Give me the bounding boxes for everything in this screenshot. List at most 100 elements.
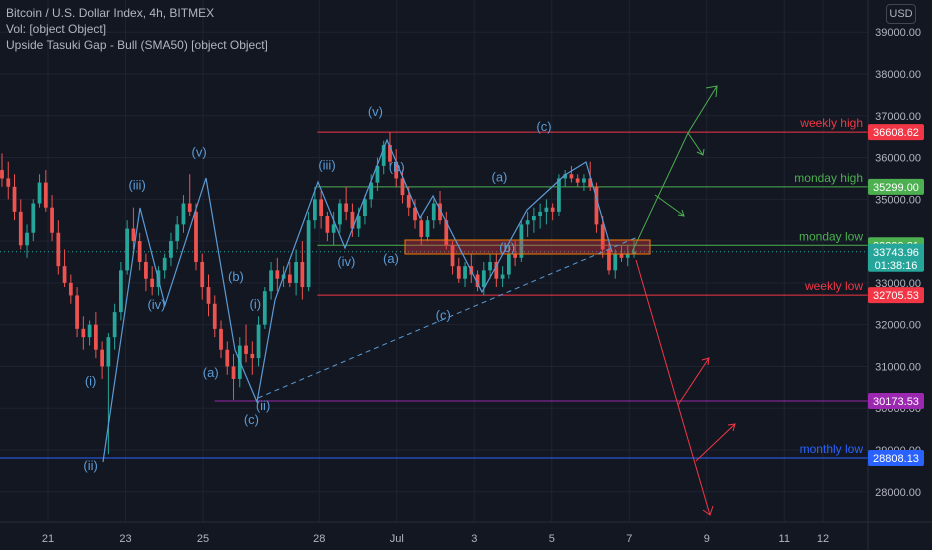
candle-body[interactable] [62, 266, 67, 283]
candle-body[interactable] [231, 366, 236, 379]
projection-down-head[interactable] [702, 505, 714, 516]
candle-body[interactable] [388, 145, 392, 162]
candle-body[interactable] [43, 182, 48, 208]
candle-body[interactable] [175, 224, 180, 242]
projection-bounce-a[interactable] [677, 357, 710, 406]
candle-body[interactable] [532, 216, 536, 221]
candle-body[interactable] [25, 232, 29, 246]
candle-body[interactable] [181, 203, 186, 225]
candle-body[interactable] [244, 345, 248, 354]
candle-body[interactable] [363, 199, 367, 217]
candle-body[interactable] [444, 220, 449, 246]
price-axis[interactable]: 28000.0029000.0030000.0031000.0032000.00… [867, 0, 932, 550]
candle-body[interactable] [300, 261, 305, 288]
candle-body[interactable] [100, 349, 104, 367]
candle-body[interactable] [294, 261, 298, 283]
candle-body[interactable] [150, 278, 155, 288]
candle-body[interactable] [12, 186, 17, 212]
candle-body[interactable] [588, 178, 593, 187]
current-price-tag[interactable] [868, 243, 924, 272]
candle-body[interactable] [187, 203, 192, 212]
candle-body[interactable] [31, 203, 36, 233]
candle-body[interactable] [250, 353, 255, 359]
candle-body[interactable] [325, 216, 330, 233]
projection-branch-a[interactable] [687, 132, 704, 156]
candle-body[interactable] [600, 224, 605, 250]
candle-body[interactable] [356, 216, 361, 229]
candle-body[interactable] [194, 211, 198, 262]
candle-body[interactable] [456, 266, 461, 279]
candle-body[interactable] [375, 165, 380, 183]
tasuki-indicator-label[interactable]: Upside Tasuki Gap - Bull (SMA50) [object… [6, 38, 268, 52]
candle-body[interactable] [75, 295, 79, 329]
candle-body[interactable] [544, 207, 549, 212]
candle-body[interactable] [394, 161, 399, 179]
wave-count-line[interactable] [102, 138, 613, 463]
candle-body[interactable] [419, 220, 424, 237]
candle-body[interactable] [350, 211, 355, 229]
projection-branch-a-head[interactable] [696, 148, 705, 156]
candle-body[interactable] [312, 199, 317, 221]
candle-body[interactable] [500, 274, 505, 279]
candle-body[interactable] [112, 312, 117, 338]
candle-body[interactable] [37, 182, 42, 204]
zone-rect[interactable] [404, 239, 651, 255]
candle-body[interactable] [431, 203, 436, 221]
candle-body[interactable] [219, 328, 223, 350]
candle-body[interactable] [400, 178, 405, 196]
candle-body[interactable] [481, 270, 486, 288]
candle-body[interactable] [93, 324, 98, 350]
candle-body[interactable] [106, 337, 111, 367]
candle-body[interactable] [262, 291, 267, 325]
candle-body[interactable] [413, 207, 417, 221]
candle-body[interactable] [463, 266, 467, 279]
candle-body[interactable] [200, 261, 205, 288]
candle-body[interactable] [131, 228, 136, 242]
candle-body[interactable] [563, 174, 568, 179]
trendline-dashed[interactable] [257, 235, 641, 399]
candle-body[interactable] [275, 270, 280, 279]
projection-up-head[interactable] [705, 85, 718, 98]
candle-body[interactable] [206, 287, 211, 304]
candle-body[interactable] [287, 274, 292, 283]
candle-body[interactable] [256, 324, 261, 359]
candle-body[interactable] [425, 220, 430, 237]
candle-body[interactable] [344, 203, 349, 212]
time-axis[interactable]: 21 23 25 28 Jul 3 5 7 9 11 12 [0, 521, 932, 545]
candle-body[interactable] [225, 349, 230, 367]
candle-body[interactable] [169, 241, 173, 258]
candle-body[interactable] [381, 145, 386, 166]
candle-body[interactable] [619, 253, 624, 258]
candle-body[interactable] [137, 241, 142, 262]
candle-body[interactable] [68, 282, 73, 296]
candle-body[interactable] [625, 253, 630, 258]
candle-body[interactable] [369, 182, 374, 200]
candle-body[interactable] [56, 232, 61, 267]
volume-indicator-label[interactable]: Vol: [object Object] [6, 22, 107, 36]
candle-body[interactable] [494, 261, 499, 279]
candle-body[interactable] [525, 220, 530, 225]
candle-body[interactable] [144, 261, 148, 279]
candle-body[interactable] [582, 178, 586, 183]
candle-body[interactable] [513, 253, 517, 258]
candle-body[interactable] [506, 253, 511, 275]
candle-body[interactable] [331, 224, 336, 233]
candle-body[interactable] [438, 203, 442, 221]
candle-body[interactable] [119, 270, 123, 313]
candle-body[interactable] [632, 251, 636, 254]
candle-body[interactable] [6, 178, 11, 187]
projection-bounce-a-head[interactable] [701, 357, 710, 366]
candle-body[interactable] [450, 245, 455, 267]
projection-bounce-b-head[interactable] [727, 423, 736, 432]
candle-body[interactable] [557, 178, 561, 212]
candle-body[interactable] [81, 328, 86, 338]
projection-branch-b-head[interactable] [677, 209, 685, 217]
candle-body[interactable] [550, 207, 555, 212]
candle-body[interactable] [594, 186, 599, 225]
candle-body[interactable] [319, 199, 324, 217]
candle-body[interactable] [519, 224, 524, 258]
candle-body[interactable] [406, 195, 411, 208]
candle-body[interactable] [50, 207, 54, 233]
candle-body[interactable] [538, 211, 543, 217]
projection-bounce-b[interactable] [695, 423, 736, 462]
